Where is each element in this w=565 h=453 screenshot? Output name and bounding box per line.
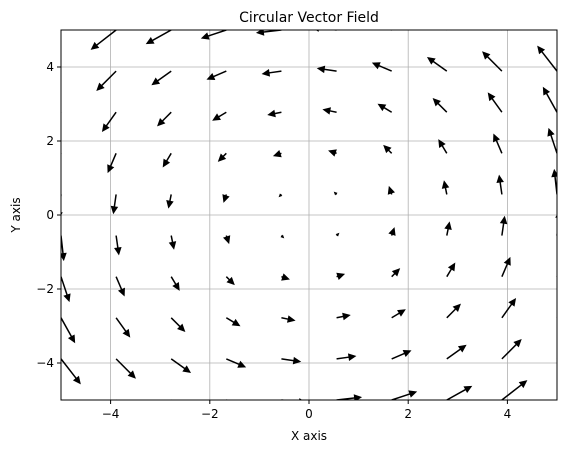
vector-arrow <box>145 30 172 45</box>
vector-arrow <box>166 194 174 209</box>
vector-arrow <box>281 356 302 365</box>
vector-arrow <box>115 317 131 338</box>
vector-arrow <box>432 98 448 113</box>
vector-arrow <box>170 317 186 332</box>
vector-arrow <box>226 358 247 368</box>
vector-arrow <box>336 312 351 321</box>
vector-arrow <box>280 234 285 239</box>
vector-arrow <box>151 70 172 86</box>
vector-arrow <box>322 107 337 115</box>
vector-arrow <box>542 86 557 113</box>
vector-arrow <box>162 152 172 168</box>
vector-arrow <box>157 111 172 127</box>
vector-arrow <box>496 174 504 195</box>
vector-arrow <box>267 109 282 118</box>
y-tick-label: −4 <box>36 356 54 370</box>
x-tick-label: −2 <box>201 407 219 421</box>
chart-title: Circular Vector Field <box>239 10 379 26</box>
vector-arrow <box>278 193 283 198</box>
vector-arrow <box>206 70 227 80</box>
vector-arrow <box>537 45 557 72</box>
vector-arrow <box>114 235 122 256</box>
y-tick-label: 2 <box>46 134 54 148</box>
vector-arrow <box>272 150 282 158</box>
vector-arrow <box>501 380 528 400</box>
vector-arrow <box>170 276 180 291</box>
vector-arrow <box>446 344 467 360</box>
grid-lines <box>61 30 557 400</box>
axis-ticks: −4 −2 0 2 4 −4 −2 0 2 4 <box>36 60 511 421</box>
vector-arrow <box>115 276 125 297</box>
vector-arrow <box>333 191 338 196</box>
vector-arrow <box>446 385 473 400</box>
vector-arrow <box>61 317 76 344</box>
y-axis-title: Y axis <box>9 197 23 233</box>
y-tick-label: 4 <box>46 60 54 74</box>
y-tick-label: 0 <box>46 208 54 222</box>
vector-arrow <box>212 111 227 121</box>
vector-arrow <box>388 227 396 236</box>
vector-arrow <box>170 358 192 374</box>
vector-arrow <box>96 70 117 91</box>
vector-arrow <box>281 273 290 281</box>
vector-arrow <box>107 153 117 174</box>
x-tick-label: 4 <box>504 407 512 421</box>
vector-arrow <box>501 297 517 319</box>
vector-arrow <box>391 309 406 319</box>
vector-arrow <box>328 149 337 157</box>
vector-arrow <box>335 232 340 237</box>
vector-arrow <box>493 133 503 154</box>
vector-arrow <box>387 185 395 195</box>
vector-arrow <box>501 339 522 360</box>
vector-arrow <box>336 353 357 361</box>
vector-arrow <box>225 317 241 327</box>
vector-arrow <box>391 268 401 278</box>
vector-arrow <box>217 152 227 162</box>
vector-arrow <box>223 235 231 245</box>
vector-arrow <box>61 358 81 385</box>
vector-arrow <box>316 65 337 74</box>
vector-arrow <box>482 51 503 72</box>
vector-arrow <box>115 358 136 379</box>
vector-arrow <box>225 276 235 286</box>
vector-arrow <box>487 92 503 113</box>
vector-arrow <box>446 262 456 278</box>
vector-arrow <box>426 56 448 72</box>
vector-arrow <box>441 180 450 195</box>
vector-arrow <box>200 30 227 40</box>
vector-arrow <box>377 103 393 113</box>
vector-arrow <box>391 350 412 360</box>
vector-arrow <box>336 272 346 280</box>
vector-arrow <box>391 390 418 400</box>
x-tick-label: −4 <box>102 407 120 421</box>
vector-arrow <box>438 139 448 154</box>
vector-arrow <box>261 69 282 77</box>
vector-arrow <box>90 30 117 50</box>
vector-arrow <box>168 235 177 250</box>
vector-arrow <box>61 276 71 303</box>
x-tick-label: 0 <box>305 407 313 421</box>
x-axis-title: X axis <box>291 429 327 443</box>
vector-arrow <box>101 111 117 133</box>
vector-arrow <box>501 256 511 277</box>
vector-arrow <box>383 144 393 154</box>
vector-arrow <box>547 127 557 154</box>
vector-arrow <box>222 194 230 203</box>
x-tick-label: 2 <box>404 407 412 421</box>
y-tick-label: −2 <box>36 282 54 296</box>
vector-arrow <box>446 303 461 319</box>
vector-arrow <box>444 221 452 236</box>
vector-arrow <box>499 215 508 236</box>
vector-arrow <box>110 194 119 215</box>
vector-arrow <box>281 315 296 323</box>
vector-arrows <box>61 30 557 400</box>
vector-arrow <box>371 62 392 72</box>
